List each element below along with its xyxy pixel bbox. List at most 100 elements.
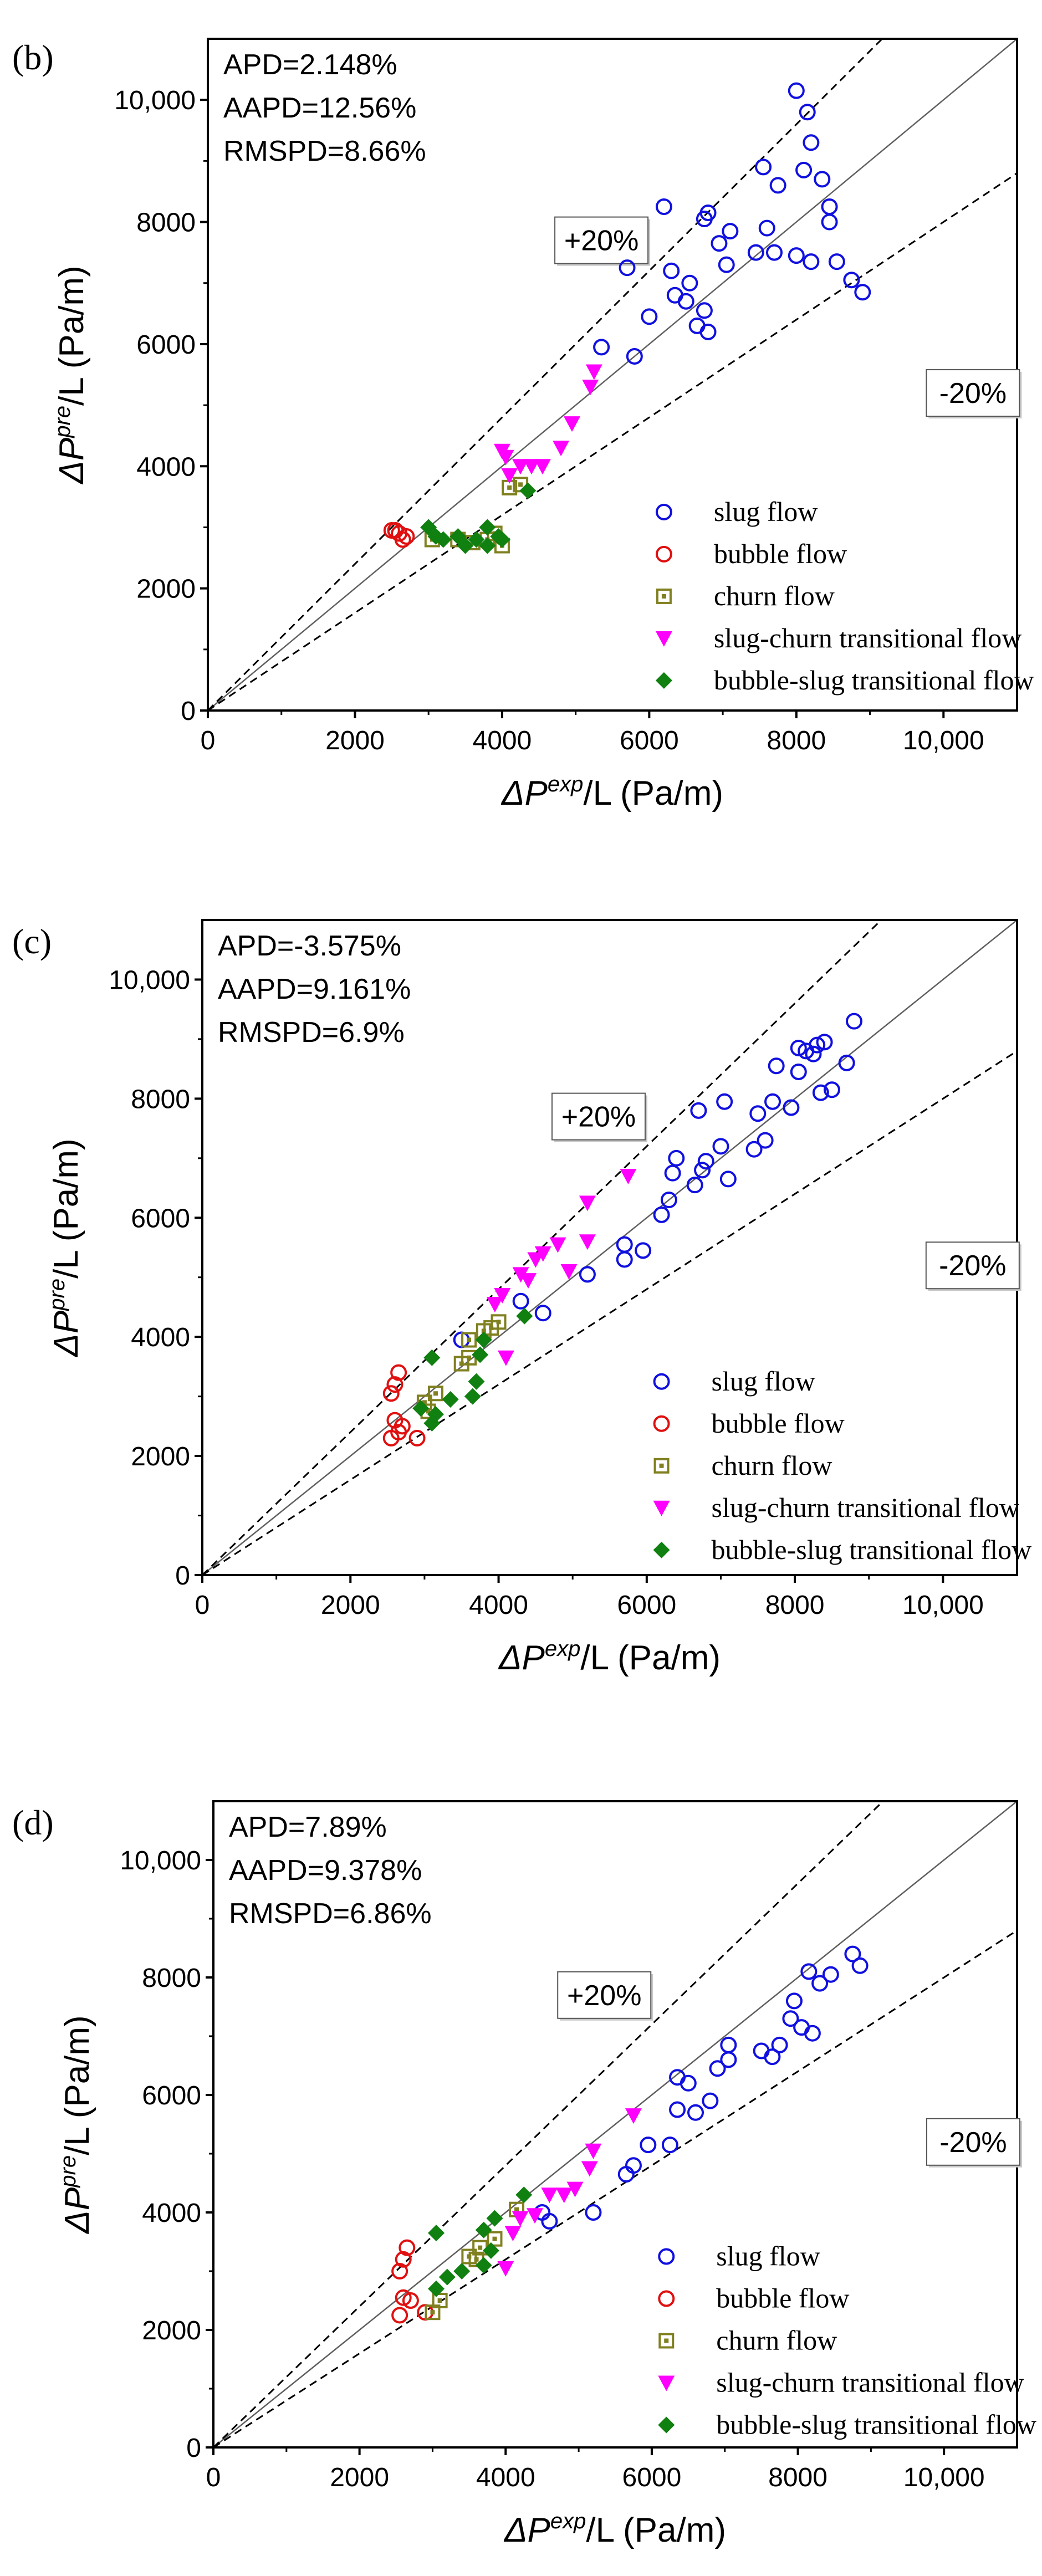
chart-3-y-axis-title-main: ΔP [58,2187,96,2235]
chart-3-point [527,2208,543,2224]
chart-2-point [823,1081,840,1098]
chart-2-point [790,1064,807,1081]
chart-1-minus20-line [208,172,1017,711]
chart-3-x-tick-label: 8000 [768,2463,828,2492]
chart-3-point [541,2187,558,2204]
chart-2-point [757,1132,774,1149]
chart-3-x-tick-label: 0 [206,2463,221,2492]
chart-1-point [493,531,510,548]
chart-1-point [501,468,518,484]
chart-1-point [619,259,636,277]
chart-2-point-center [422,1400,427,1405]
chart-1-y-tick-label: 10,000 [114,86,196,115]
chart-3-point-center [492,2236,497,2241]
chart-3-point [702,2092,719,2109]
chart-1-y-axis-title-sup: pre [50,406,75,438]
chart-2-x-tick-label: 10,000 [902,1591,984,1620]
chart-1-point [387,522,404,539]
chart-2-x-axis-title-suffix: /L (Pa/m) [580,1639,721,1677]
chart-1-point-center [507,485,512,490]
chart-2-point [512,1267,529,1283]
chart-2-stat-3: RMSPD=6.9% [218,1016,405,1049]
chart-1-point [699,205,717,222]
chart-2-x-axis-title-main: ΔP [498,1639,545,1677]
chart-2-point [527,1252,544,1268]
chart-3-point [680,2074,697,2092]
chart-1-point [666,287,683,304]
chart-2-x-axis-title-sup: exp [545,1637,581,1661]
chart-1-minus20-label-box [926,369,1020,417]
chart-2-point [386,1376,403,1393]
chart-1-point [828,253,845,270]
chart-1-point [722,223,739,240]
chart-1-x-tick-label: 10,000 [903,726,984,755]
chart-2-point [427,1386,443,1402]
chart-2-point [423,1349,441,1366]
chart-3-legend-marker-center [664,2338,669,2343]
chart-1-point [854,284,871,301]
chart-2-legend-marker [653,1541,670,1558]
chart-3-point [625,2108,642,2124]
chart-3-point [811,1975,829,1992]
chart-1-legend-marker [655,503,672,520]
chart-2-point [798,1042,815,1060]
chart-3-point [764,2048,781,2066]
chart-3-x-tick-label: 2000 [330,2463,389,2492]
chart-1-legend-label: bubble-slug transitional flow [714,665,1034,696]
chart-1-legend-label: churn flow [714,580,835,611]
chart-2-point-center [467,1355,472,1360]
chart-3-point [453,2263,471,2279]
chart-2-legend-label: bubble-slug transitional flow [712,1534,1032,1565]
chart-3-point [771,2036,788,2053]
chart-2-point [491,1314,507,1330]
chart-2-minus20-label: -20% [939,1250,1006,1282]
chart-2-point [520,1273,537,1289]
chart-2-y-axis-title: ΔPpre/L (Pa/m) [45,1138,85,1357]
chart-1-series-5 [420,482,537,554]
chart-1-y-tick-label: 0 [181,697,196,726]
chart-3-legend-marker [658,2248,675,2265]
chart-3-point [428,2280,445,2297]
chart-2-plus20-label: +20% [561,1101,636,1133]
chart-2-point [579,1266,596,1283]
chart-1-legend-label: bubble flow [714,538,847,569]
chart-1-legend-label: slug flow [714,496,818,527]
chart-2-point [697,1153,714,1170]
chart-2-point [690,1102,707,1119]
chart-3-point [504,2226,522,2242]
chart-1-point [803,134,820,151]
chart-1-x-tick-label: 4000 [473,726,532,755]
chart-2-point [468,1373,485,1390]
chart-1-point [677,293,694,310]
chart-2-x-tick-label: 0 [195,1591,210,1620]
chart-3-point [687,2104,704,2121]
chart-3-minus20-label-box [926,2118,1020,2166]
chart-1-point [534,459,551,475]
chart-2-point [668,1149,685,1167]
chart-1-legend-marker-center [661,594,666,599]
chart-1-point [799,104,816,121]
chart-2-legend-label: churn flow [712,1450,832,1481]
chart-2-point [390,1364,407,1381]
chart-3-point [515,2186,533,2204]
chart-3-plus20-label-box [557,1971,652,2019]
chart-3-plus20-label: +20% [567,1980,641,2012]
chart-2-point [653,1206,670,1223]
chart-2-parity-line [202,920,1017,1575]
chart-1-point [814,171,831,188]
chart-2-point [719,1171,737,1188]
chart-2-legend-marker [653,1373,670,1390]
chart-2-point [579,1195,596,1212]
chart-1-series-2 [383,522,415,548]
chart-2-panel-label: (c) [12,922,52,961]
chart-3-point-center [474,2257,479,2262]
chart-2-point-center [426,1409,431,1414]
chart-2-point-center [433,1391,438,1396]
chart-2-point [497,1350,514,1366]
chart-2-point [790,1040,807,1057]
chart-3-series-5 [428,2186,533,2297]
chart-2-series-5 [412,1307,533,1432]
chart-3-point [391,2307,408,2324]
chart-2-point [694,1162,711,1179]
